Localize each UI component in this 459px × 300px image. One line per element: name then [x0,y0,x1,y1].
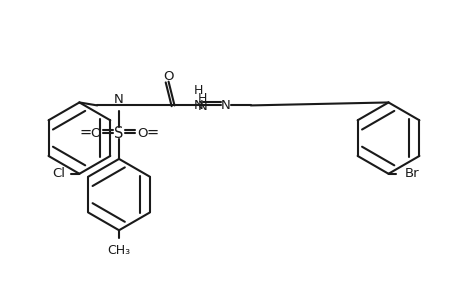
Text: S: S [114,126,123,141]
Text: =: = [146,125,158,140]
Text: CH₃: CH₃ [107,244,130,257]
Text: O: O [163,70,174,83]
Text: O: O [90,127,100,140]
Text: N: N [221,99,230,112]
Text: Br: Br [403,167,418,180]
Text: O: O [137,127,148,140]
Text: N: N [193,99,203,112]
Text: N: N [197,100,207,113]
Text: Cl: Cl [52,167,65,180]
Text: N: N [114,93,123,106]
Text: H: H [193,85,202,98]
Text: H: H [197,92,207,105]
Text: =: = [79,125,91,140]
